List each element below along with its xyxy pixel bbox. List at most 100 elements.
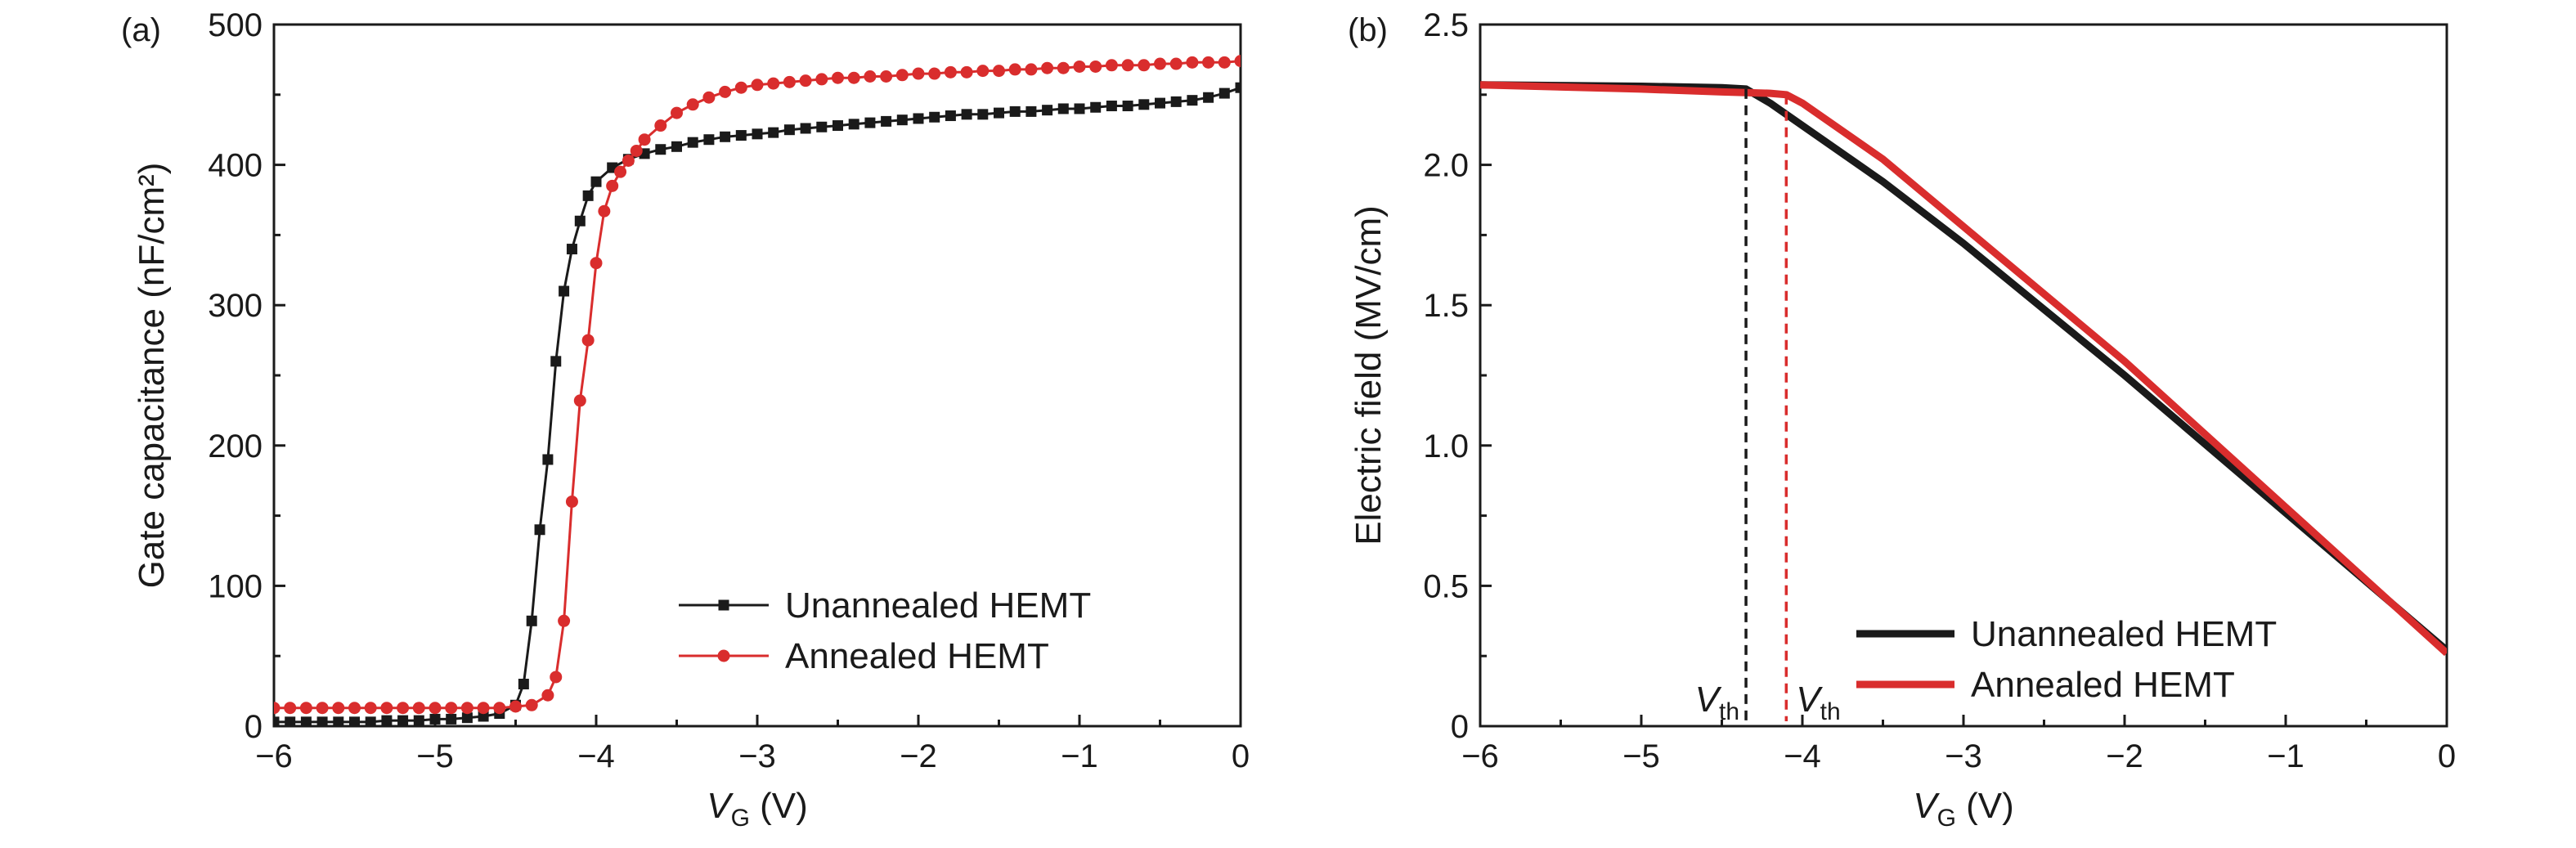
data-point bbox=[332, 702, 345, 715]
data-point bbox=[1235, 82, 1241, 93]
data-point bbox=[977, 109, 989, 120]
data-point bbox=[1105, 59, 1118, 72]
x-tick-label: −1 bbox=[1061, 738, 1098, 774]
data-point bbox=[960, 65, 973, 79]
x-tick-label: 0 bbox=[2438, 738, 2456, 774]
data-point bbox=[734, 81, 747, 94]
data-point bbox=[1169, 57, 1183, 70]
data-point bbox=[1025, 105, 1037, 117]
data-point bbox=[1218, 87, 1230, 99]
data-point bbox=[913, 113, 924, 124]
data-point bbox=[316, 716, 328, 726]
legend-label: Unannealed HEMT bbox=[1971, 614, 2277, 654]
data-point bbox=[1009, 105, 1021, 117]
data-point bbox=[429, 713, 441, 725]
data-point bbox=[285, 716, 296, 726]
x-tick-label: 0 bbox=[1232, 738, 1250, 774]
data-point bbox=[1202, 56, 1215, 69]
x-tick-label: −3 bbox=[738, 738, 776, 774]
data-point bbox=[590, 176, 602, 187]
data-point bbox=[606, 179, 619, 192]
data-point bbox=[1089, 60, 1102, 73]
data-point bbox=[1218, 56, 1231, 69]
data-point bbox=[1187, 95, 1198, 106]
legend-label: Annealed HEMT bbox=[785, 636, 1049, 676]
data-point bbox=[460, 702, 473, 715]
data-point bbox=[994, 107, 1004, 119]
data-point bbox=[1106, 101, 1117, 112]
panel-label: (b) bbox=[1348, 12, 1388, 48]
data-point bbox=[1138, 99, 1150, 110]
data-point bbox=[703, 134, 715, 146]
data-point bbox=[590, 257, 603, 270]
data-point bbox=[1155, 97, 1165, 109]
data-point bbox=[477, 702, 490, 715]
y-tick-label: 0 bbox=[245, 709, 263, 745]
data-point bbox=[719, 85, 732, 98]
data-point bbox=[284, 702, 297, 715]
series-2 bbox=[274, 55, 1241, 715]
data-point bbox=[526, 615, 537, 626]
y-tick-label: 200 bbox=[208, 428, 263, 464]
data-point bbox=[1042, 105, 1053, 116]
panel-label: (a) bbox=[121, 12, 161, 48]
data-point bbox=[1186, 56, 1199, 69]
data-point bbox=[348, 702, 361, 715]
data-point bbox=[638, 133, 651, 146]
data-point bbox=[429, 702, 442, 715]
data-point bbox=[622, 154, 635, 167]
data-point bbox=[687, 137, 698, 148]
data-point bbox=[1073, 60, 1086, 73]
series-line bbox=[1480, 81, 2447, 653]
x-tick-label: −1 bbox=[2267, 738, 2304, 774]
data-point bbox=[1041, 61, 1054, 74]
data-point bbox=[445, 702, 458, 715]
data-point bbox=[1025, 63, 1038, 76]
data-point bbox=[1234, 55, 1241, 68]
data-point bbox=[316, 702, 329, 715]
y-tick-label: 1.5 bbox=[1423, 288, 1469, 324]
data-point bbox=[881, 115, 892, 127]
data-point bbox=[566, 244, 577, 255]
y-tick-label: 0.5 bbox=[1423, 568, 1469, 604]
data-point bbox=[768, 127, 779, 138]
y-axis-label: Gate capacitance (nF/cm²) bbox=[132, 163, 172, 589]
data-point bbox=[1090, 101, 1102, 113]
x-axis-label: VG (V) bbox=[707, 786, 808, 832]
data-point bbox=[581, 334, 595, 347]
data-point bbox=[815, 73, 828, 86]
data-point bbox=[1057, 103, 1069, 114]
series-line bbox=[274, 60, 1241, 710]
plot-frame bbox=[1479, 23, 2448, 728]
data-point bbox=[783, 75, 796, 88]
data-point bbox=[550, 671, 563, 684]
data-point bbox=[961, 109, 972, 120]
data-point bbox=[751, 79, 764, 92]
data-point bbox=[541, 689, 554, 702]
series-line bbox=[274, 86, 1241, 724]
data-point bbox=[364, 702, 377, 715]
data-point bbox=[349, 716, 360, 726]
legend: Unannealed HEMT Annealed HEMT bbox=[679, 586, 1091, 676]
data-point bbox=[800, 123, 811, 134]
data-point bbox=[574, 215, 586, 227]
data-point bbox=[300, 716, 312, 726]
data-point bbox=[274, 702, 280, 715]
chart-b: −6 −5 −4 −3 −2 −1 0 0 0.5 1.0 1.5 2.0 2.5 VG (V) Elect… bbox=[1348, 7, 2456, 832]
legend-label: Annealed HEMT bbox=[1971, 665, 2235, 705]
data-point bbox=[864, 70, 877, 83]
data-point bbox=[816, 121, 828, 132]
series-line bbox=[1480, 81, 2447, 657]
data-point bbox=[832, 71, 844, 84]
y-tick-label: 2.0 bbox=[1423, 148, 1469, 184]
x-tick-label: −2 bbox=[2106, 738, 2143, 774]
data-point bbox=[630, 144, 643, 157]
data-point bbox=[783, 124, 795, 136]
data-point bbox=[534, 524, 545, 536]
data-point bbox=[847, 71, 860, 84]
data-point bbox=[1008, 63, 1021, 76]
data-point bbox=[1122, 101, 1133, 112]
data-point bbox=[1138, 59, 1151, 72]
data-point bbox=[380, 702, 393, 715]
data-point bbox=[799, 74, 812, 87]
